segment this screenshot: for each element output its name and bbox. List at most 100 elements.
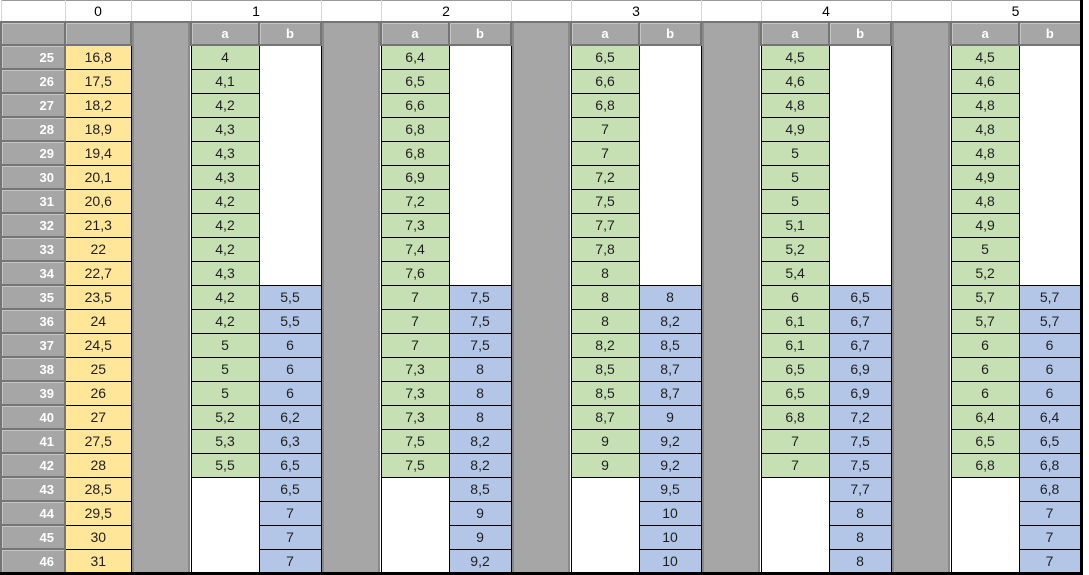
cell-g1b-r44[interactable]: 7 (258, 500, 322, 526)
cell-col0-r34[interactable]: 22,7 (64, 260, 132, 286)
cell-g3b-r32[interactable] (638, 213, 702, 237)
cell-g5a-r44[interactable] (950, 501, 1020, 525)
cell-g5a-r35[interactable]: 5,7 (950, 284, 1020, 310)
cell-g2a-r25[interactable]: 6,4 (380, 44, 450, 70)
cell-g3a-r46[interactable] (570, 549, 640, 574)
cell-g5a-r31[interactable]: 4,8 (950, 188, 1020, 214)
cell-g2b-r27[interactable] (448, 93, 512, 117)
cell-g3b-r31[interactable] (638, 189, 702, 213)
cell-col0-r31[interactable]: 20,6 (64, 188, 132, 214)
cell-g1a-r41[interactable]: 5,3 (190, 428, 260, 454)
cell-g4b-r28[interactable] (828, 117, 892, 141)
cell-g4b-r45[interactable]: 8 (828, 524, 892, 550)
cell-g3a-r29[interactable]: 7 (570, 140, 640, 166)
cell-g4b-r42[interactable]: 7,5 (828, 452, 892, 478)
cell-g3a-r38[interactable]: 8,5 (570, 356, 640, 382)
cell-g1a-r46[interactable] (190, 549, 260, 574)
sub-header-g2-a[interactable]: a (380, 21, 451, 46)
row-header-36[interactable]: 36 (0, 308, 66, 334)
cell-col0-r41[interactable]: 27,5 (64, 428, 132, 454)
cell-g5b-r38[interactable]: 6 (1018, 356, 1082, 382)
cell-g2b-r28[interactable] (448, 117, 512, 141)
cell-g5b-r29[interactable] (1018, 141, 1082, 165)
row-header-46[interactable]: 46 (0, 548, 66, 575)
cell-g5b-r39[interactable]: 6 (1018, 380, 1082, 406)
cell-g5a-r38[interactable]: 6 (950, 356, 1020, 382)
cell-g2a-r37[interactable]: 7 (380, 332, 450, 358)
cell-g3a-r36[interactable]: 8 (570, 308, 640, 334)
cell-g2b-r31[interactable] (448, 189, 512, 213)
cell-g1b-r43[interactable]: 6,5 (258, 476, 322, 502)
cell-g5b-r33[interactable] (1018, 237, 1082, 261)
cell-col0-r29[interactable]: 19,4 (64, 140, 132, 166)
cell-g1b-r31[interactable] (258, 189, 322, 213)
sub-header-g4-a[interactable]: a (760, 21, 831, 46)
cell-g2a-r39[interactable]: 7,3 (380, 380, 450, 406)
cell-g3a-r43[interactable] (570, 477, 640, 501)
cell-g4b-r39[interactable]: 6,9 (828, 380, 892, 406)
cell-col0-r44[interactable]: 29,5 (64, 500, 132, 526)
cell-g5a-r28[interactable]: 4,8 (950, 116, 1020, 142)
sub-header-g5-b[interactable]: b (1018, 21, 1083, 46)
cell-g5b-r35[interactable]: 5,7 (1018, 284, 1082, 310)
cell-g1b-r30[interactable] (258, 165, 322, 189)
cell-g3a-r37[interactable]: 8,2 (570, 332, 640, 358)
row-header-42[interactable]: 42 (0, 452, 66, 478)
cell-g4b-r27[interactable] (828, 93, 892, 117)
cell-g3b-r28[interactable] (638, 117, 702, 141)
cell-g5a-r36[interactable]: 5,7 (950, 308, 1020, 334)
row-header-32[interactable]: 32 (0, 212, 66, 238)
cell-g2b-r32[interactable] (448, 213, 512, 237)
cell-g2b-r33[interactable] (448, 237, 512, 261)
cell-g5b-r40[interactable]: 6,4 (1018, 404, 1082, 430)
cell-g5b-r26[interactable] (1018, 69, 1082, 93)
cell-g4b-r41[interactable]: 7,5 (828, 428, 892, 454)
cell-g5b-r36[interactable]: 5,7 (1018, 308, 1082, 334)
sub-header-g2-b[interactable]: b (448, 21, 513, 46)
cell-g1a-r32[interactable]: 4,2 (190, 212, 260, 238)
row-header-39[interactable]: 39 (0, 380, 66, 406)
cell-g4b-r29[interactable] (828, 141, 892, 165)
cell-g1b-r34[interactable] (258, 261, 322, 285)
cell-g4b-r25[interactable] (828, 45, 892, 69)
cell-col0-r45[interactable]: 30 (64, 524, 132, 550)
cell-g2b-r29[interactable] (448, 141, 512, 165)
cell-g2b-r42[interactable]: 8,2 (448, 452, 512, 478)
cell-g2a-r28[interactable]: 6,8 (380, 116, 450, 142)
cell-g2a-r34[interactable]: 7,6 (380, 260, 450, 286)
cell-g2b-r38[interactable]: 8 (448, 356, 512, 382)
cell-g2b-r43[interactable]: 8,5 (448, 476, 512, 502)
row-header-35[interactable]: 35 (0, 284, 66, 310)
cell-g3b-r30[interactable] (638, 165, 702, 189)
cell-g5a-r43[interactable] (950, 477, 1020, 501)
cell-g3a-r42[interactable]: 9 (570, 452, 640, 478)
cell-g5b-r31[interactable] (1018, 189, 1082, 213)
cell-g1a-r43[interactable] (190, 477, 260, 501)
cell-g1a-r44[interactable] (190, 501, 260, 525)
cell-g4b-r37[interactable]: 6,7 (828, 332, 892, 358)
col-header-3[interactable]: 3 (570, 0, 702, 23)
col-header-1[interactable]: 1 (190, 0, 322, 23)
cell-g4a-r33[interactable]: 5,2 (760, 236, 830, 262)
row-header-26[interactable]: 26 (0, 68, 66, 94)
cell-g5b-r45[interactable]: 7 (1018, 524, 1082, 550)
cell-g5b-r34[interactable] (1018, 261, 1082, 285)
cell-g1b-r45[interactable]: 7 (258, 524, 322, 550)
row-header-43[interactable]: 43 (0, 476, 66, 502)
cell-g2a-r33[interactable]: 7,4 (380, 236, 450, 262)
cell-g4b-r46[interactable]: 8 (828, 548, 892, 574)
cell-g4b-r35[interactable]: 6,5 (828, 284, 892, 310)
cell-g4b-r33[interactable] (828, 237, 892, 261)
cell-g2b-r36[interactable]: 7,5 (448, 308, 512, 334)
cell-g3b-r38[interactable]: 8,7 (638, 356, 702, 382)
sub-header-g3-a[interactable]: a (570, 21, 641, 46)
cell-col0-r43[interactable]: 28,5 (64, 476, 132, 502)
cell-g5a-r39[interactable]: 6 (950, 380, 1020, 406)
cell-g3b-r42[interactable]: 9,2 (638, 452, 702, 478)
cell-g2b-r25[interactable] (448, 45, 512, 69)
cell-g3b-r36[interactable]: 8,2 (638, 308, 702, 334)
col-header-2[interactable]: 2 (380, 0, 512, 23)
cell-g5a-r32[interactable]: 4,9 (950, 212, 1020, 238)
cell-g1b-r27[interactable] (258, 93, 322, 117)
cell-g4a-r40[interactable]: 6,8 (760, 404, 830, 430)
